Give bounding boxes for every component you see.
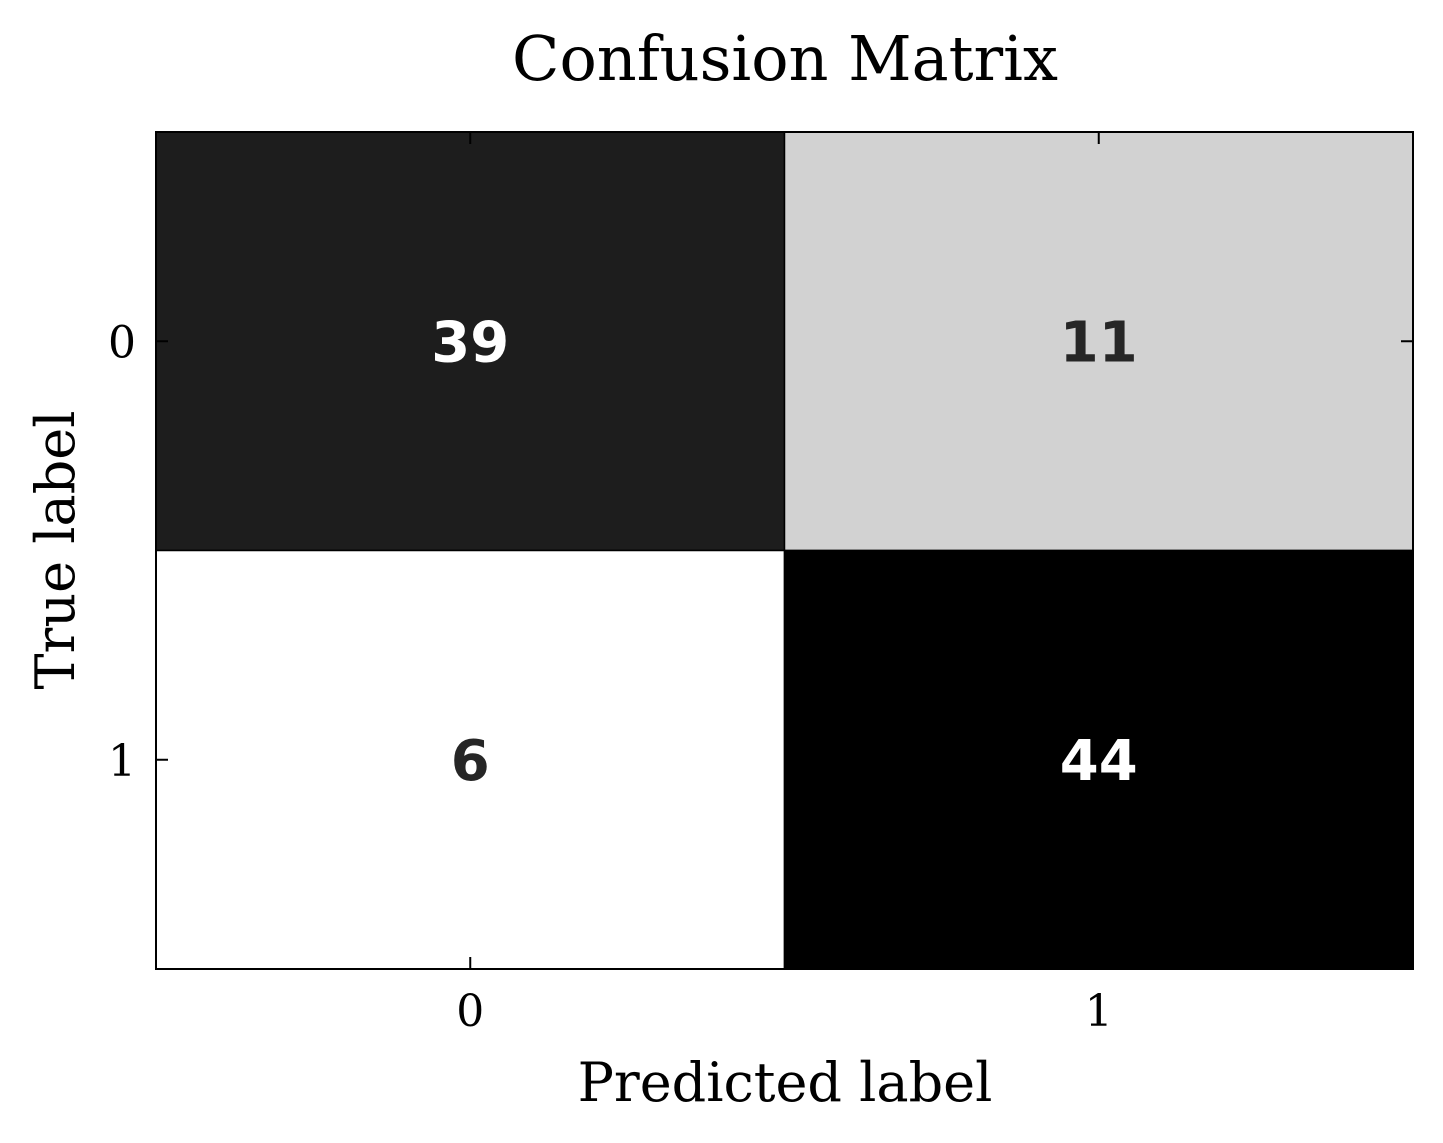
- heatmap-cell-1-1: [783, 549, 1414, 970]
- x-axis-label: Predicted label: [578, 1051, 993, 1114]
- x-tick-label-0: 0: [456, 986, 484, 1037]
- heatmap-cells: [155, 131, 1414, 970]
- axis-tick-labels: 0 1 0 1: [108, 317, 1113, 1037]
- y-tick-label-0: 0: [108, 317, 136, 368]
- x-tick-label-1: 1: [1085, 986, 1113, 1037]
- heatmap-cell-0-0: [155, 131, 786, 552]
- heatmap-cell-labels: 39 11 6 44: [431, 310, 1137, 794]
- chart-title: Confusion Matrix: [512, 22, 1058, 95]
- heatmap-cell-1-0: [155, 549, 786, 970]
- axes-frame: [155, 131, 1414, 970]
- cell-value-1-0: 6: [451, 729, 490, 794]
- y-axis-label: True label: [24, 411, 87, 690]
- cell-value-0-0: 39: [431, 310, 509, 375]
- cell-value-0-1: 11: [1060, 310, 1138, 375]
- axis-ticks: [156, 132, 1413, 969]
- y-tick-label-1: 1: [108, 736, 136, 787]
- heatmap-cell-0-1: [783, 131, 1414, 552]
- cell-value-1-1: 44: [1060, 729, 1138, 794]
